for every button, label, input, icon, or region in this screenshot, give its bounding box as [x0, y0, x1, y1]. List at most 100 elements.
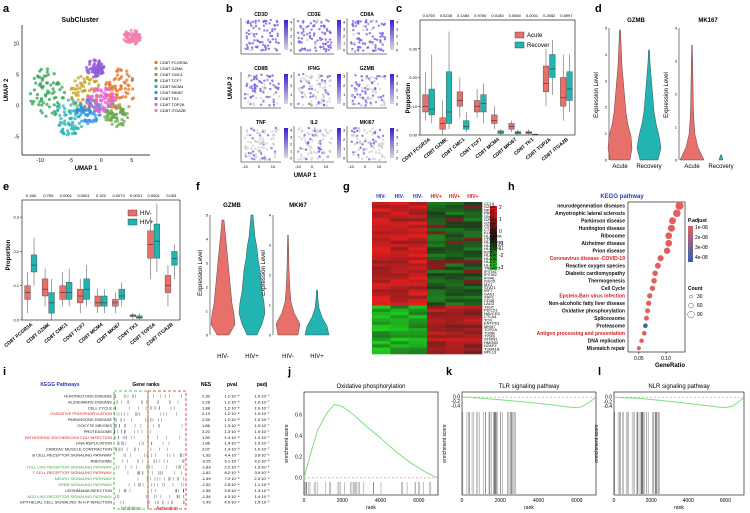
umap-point — [132, 35, 136, 39]
feature-point — [256, 129, 259, 132]
violin-f-group-hivneg: HIV- — [217, 354, 229, 360]
heatmap-cell — [463, 269, 483, 274]
gsea-row-padj: 3.9·10⁻⁶ — [254, 453, 269, 458]
umap-point — [115, 104, 119, 108]
heatmap-cell — [427, 244, 446, 248]
feature-point — [361, 89, 364, 93]
feature-scale-label: 1 — [290, 41, 293, 46]
kegg-dot — [643, 323, 648, 329]
heatmap-cell — [427, 311, 446, 316]
heatmap-cell — [463, 331, 483, 335]
gsea-row-padj: 1.3·10⁻⁵ — [254, 464, 269, 469]
umap-point — [87, 71, 91, 75]
heatmap-cell — [372, 240, 391, 245]
heatmap-cell — [372, 260, 391, 264]
feature-point — [304, 96, 307, 99]
feature-point — [374, 49, 377, 52]
umap-point — [76, 93, 80, 97]
heatmap-cell — [445, 263, 464, 267]
heatmap-cell — [427, 334, 446, 339]
gsea-row-nes: 2.07 — [202, 447, 211, 452]
gsea-row-padj: 1.0·10⁻⁷ — [255, 394, 270, 399]
umap-point — [138, 35, 142, 39]
feature-point — [300, 130, 304, 133]
boxe-legend-hivneg: HIV- — [140, 211, 152, 217]
feature-point — [247, 32, 251, 36]
feature-point — [245, 43, 248, 47]
feature-xtick: -10 — [348, 164, 355, 169]
umap-ytick: 10 — [13, 42, 19, 48]
heatmap-cell — [408, 350, 428, 355]
feature-point — [375, 38, 379, 42]
feature-point — [263, 29, 266, 32]
heatmap-cell — [390, 273, 409, 277]
feature-point — [267, 95, 270, 99]
umap-legend-label: CD8T TCF7 — [160, 78, 182, 83]
violin-d-gzmb-y-tick: 2 — [605, 105, 608, 110]
heatmap-cell — [408, 321, 428, 326]
feature-point — [300, 86, 304, 90]
feature-point — [253, 139, 257, 142]
feature-point — [247, 100, 250, 103]
feature-point — [269, 87, 272, 91]
heatmap-cell — [408, 244, 428, 248]
heatmap-cell — [390, 337, 409, 342]
feature-point — [378, 75, 381, 78]
feature-point — [276, 102, 279, 105]
feature-point — [352, 153, 355, 157]
feature-point — [252, 26, 255, 30]
feature-point — [303, 93, 306, 96]
feature-point — [324, 50, 328, 53]
umap-point — [28, 92, 33, 96]
feature-point — [277, 82, 280, 86]
feature-point — [262, 91, 265, 94]
boxe-box-hiv — [94, 295, 101, 307]
gsea-row-nes: 2.20 — [202, 429, 211, 434]
heatmap-cell — [445, 282, 464, 287]
heatmap-cell — [372, 237, 391, 242]
feature-point — [307, 102, 311, 106]
feature-point — [374, 101, 378, 104]
umap-point — [73, 87, 77, 91]
umap-ylabel: UMAP 2 — [4, 78, 10, 101]
feature-point — [367, 141, 370, 144]
feature-point — [363, 42, 367, 46]
feature-point — [254, 147, 257, 151]
heatmap-cell — [372, 286, 391, 290]
heatmap-cell — [390, 311, 409, 316]
umap-point — [82, 80, 87, 84]
gsea-row-name: PARKINSONS DISEASE — [68, 417, 113, 422]
feature-scale-label: 1 — [396, 41, 399, 46]
feature-point — [298, 90, 302, 93]
feature-point — [372, 141, 375, 145]
umap-point — [32, 88, 37, 92]
gsea-row-pval: 1.4·10⁻⁸ — [224, 447, 239, 452]
gsea-row-padj: 2.3·10⁻⁴ — [254, 476, 269, 481]
feature-point — [316, 39, 319, 42]
gsea-row-padj: 1.0·10⁻⁷ — [255, 429, 270, 434]
heatmap-cell — [372, 321, 391, 326]
feature-point — [259, 41, 262, 44]
umap-point — [58, 123, 62, 127]
boxc-ytick: 0.00 — [409, 133, 418, 138]
heatmap-row-label: PDCD1 — [484, 308, 498, 313]
feature-point — [324, 42, 328, 45]
gsea-row-name: NEURO SIGNALING PATHWAY — [55, 476, 113, 481]
feature-point — [322, 99, 325, 102]
heatmap-cell — [445, 279, 464, 284]
heatmap-cell — [463, 205, 483, 209]
feature-point — [296, 19, 300, 23]
umap-point — [110, 98, 114, 102]
umap-point — [83, 105, 87, 109]
violin-f-group-hivneg-2: HIV- — [282, 354, 294, 360]
feature-point — [259, 103, 263, 106]
feature-point — [246, 45, 249, 49]
feature-point — [364, 98, 367, 102]
feature-point — [303, 48, 307, 51]
feature-point — [364, 90, 367, 93]
feature-point — [266, 44, 270, 47]
heatmap-row-label: HAVCR2 — [484, 311, 501, 316]
heatmap-cell — [390, 315, 409, 319]
kegg-pathway-label: neurodegeneration diseases — [557, 204, 625, 210]
feature-point — [306, 38, 309, 42]
